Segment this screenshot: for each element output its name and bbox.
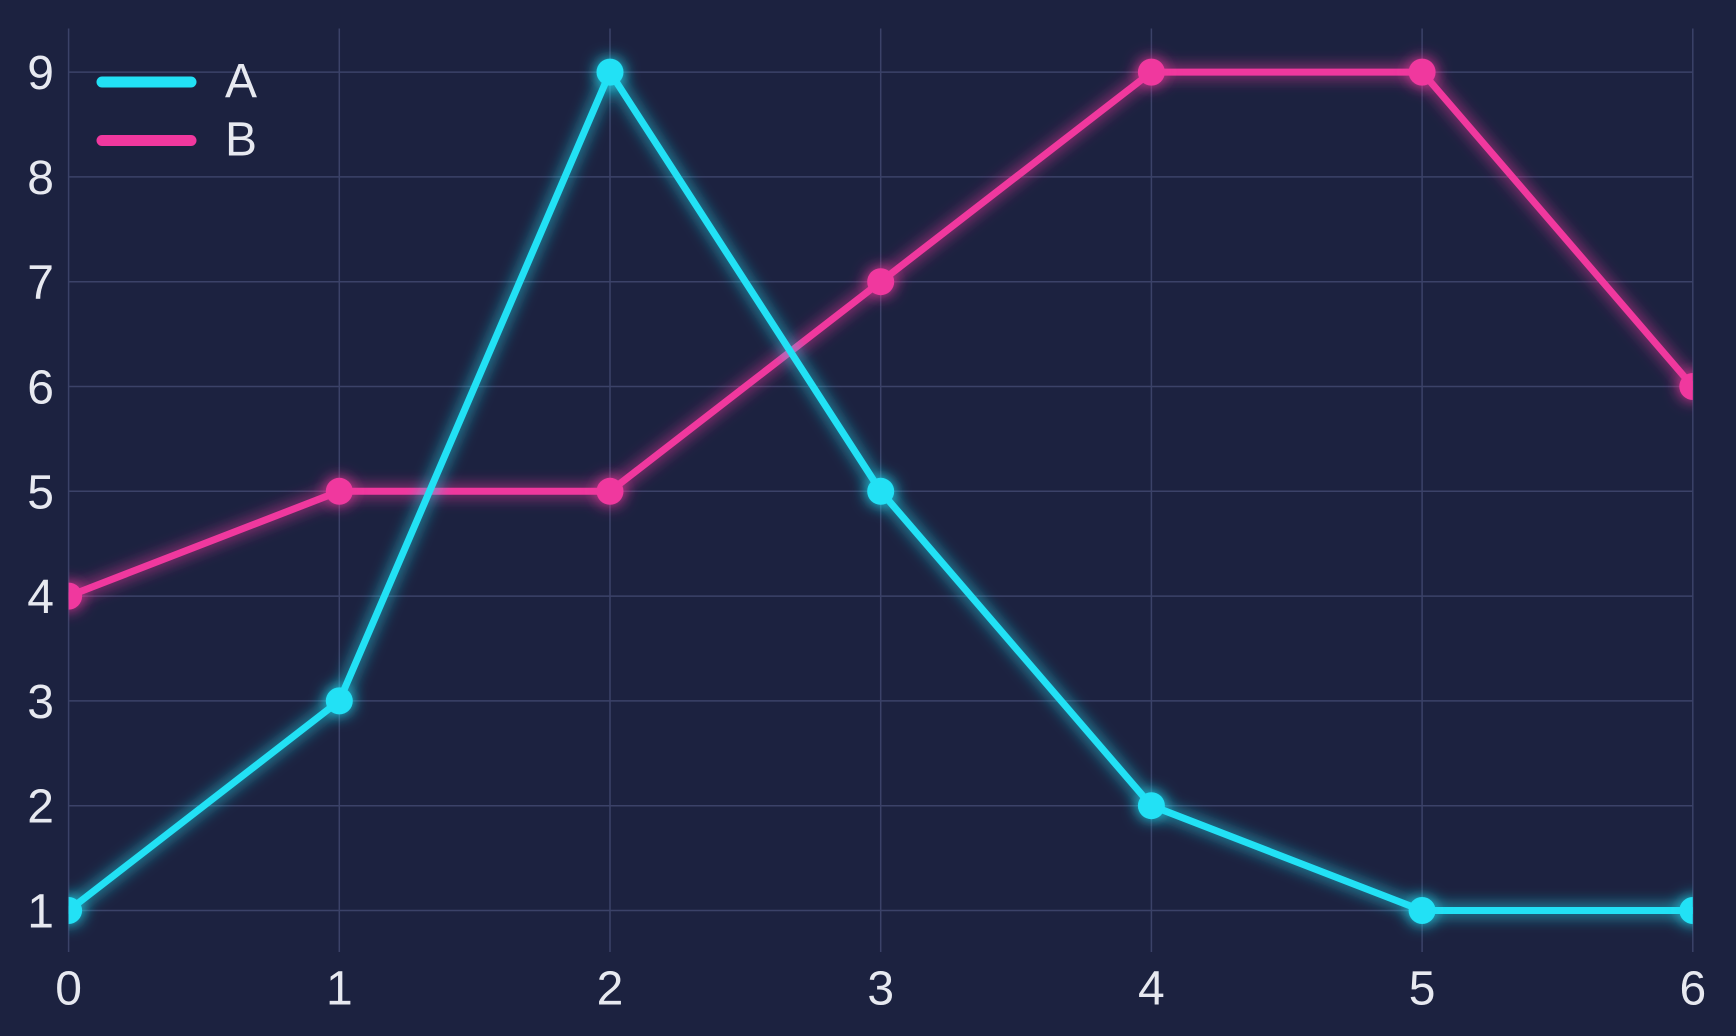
svg-text:5: 5 xyxy=(1409,963,1436,1016)
svg-text:4: 4 xyxy=(1138,963,1165,1016)
svg-text:1: 1 xyxy=(326,963,353,1016)
svg-text:9: 9 xyxy=(27,47,54,100)
svg-text:8: 8 xyxy=(27,152,54,205)
svg-text:7: 7 xyxy=(27,257,54,310)
svg-text:4: 4 xyxy=(27,571,54,624)
svg-text:1: 1 xyxy=(27,886,54,939)
svg-text:0: 0 xyxy=(55,963,82,1016)
svg-text:2: 2 xyxy=(27,781,54,834)
svg-text:A: A xyxy=(225,55,257,108)
svg-text:B: B xyxy=(225,114,257,167)
svg-text:3: 3 xyxy=(27,676,54,729)
svg-text:3: 3 xyxy=(867,963,894,1016)
svg-text:6: 6 xyxy=(1679,963,1706,1016)
svg-text:2: 2 xyxy=(597,963,624,1016)
svg-text:6: 6 xyxy=(27,362,54,415)
svg-text:5: 5 xyxy=(27,466,54,519)
